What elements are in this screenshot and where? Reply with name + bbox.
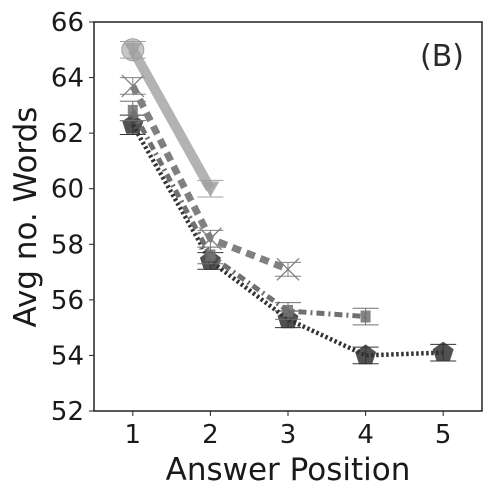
- data-marker: [283, 304, 293, 317]
- series-line: [128, 47, 215, 192]
- marker-stroke: [276, 257, 300, 281]
- data-marker: [201, 181, 220, 197]
- marker-stroke: [121, 74, 145, 98]
- plot-frame: [93, 21, 483, 412]
- x-tick-label: 2: [202, 420, 219, 450]
- y-tick-label: 66: [51, 8, 84, 38]
- marker-stroke: [198, 227, 222, 251]
- x-tick-label: 4: [357, 420, 374, 450]
- data-marker: [205, 249, 216, 262]
- data-marker: [198, 227, 222, 251]
- data-marker: [355, 344, 377, 365]
- data-marker: [122, 113, 144, 134]
- y-tick-label: 58: [51, 230, 84, 260]
- x-tick-label: 3: [280, 420, 297, 450]
- series-line: [130, 123, 444, 358]
- data-marker: [432, 341, 454, 362]
- y-axis-title: Avg no. Words: [8, 107, 44, 328]
- data-layer: [119, 38, 457, 365]
- y-tick-label: 54: [51, 341, 84, 371]
- data-marker: [360, 310, 371, 323]
- data-marker: [127, 104, 138, 117]
- series-line: [130, 109, 366, 319]
- y-tick-label: 64: [51, 64, 84, 94]
- y-tick-label: 52: [51, 397, 84, 427]
- tick-labels: 1 2 3 4 5 52 54 56 58 60 62 64 66: [51, 8, 452, 450]
- data-marker: [123, 42, 142, 58]
- y-tick-label: 60: [51, 175, 84, 205]
- data-marker: [276, 257, 300, 281]
- x-axis-title: Answer Position: [166, 452, 411, 488]
- x-tick-label: 1: [125, 420, 142, 450]
- y-tick-label: 56: [51, 286, 84, 316]
- data-marker: [121, 74, 145, 98]
- x-tick-label: 5: [435, 420, 452, 450]
- y-tick-label: 62: [51, 119, 84, 149]
- panel-label: (B): [420, 39, 464, 74]
